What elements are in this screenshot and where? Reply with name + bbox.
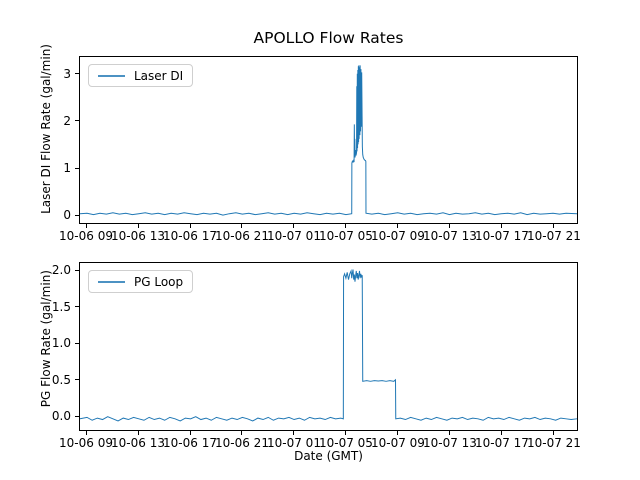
legend-pg-loop: PG Loop <box>88 270 194 293</box>
x-tick-mark <box>137 431 139 435</box>
bottom-subplot-frame: PG Loop <box>79 262 578 431</box>
x-tick-mark <box>85 224 87 228</box>
x-tick-label: 10-07 13 <box>422 436 477 450</box>
x-tick-mark <box>293 431 295 435</box>
y-tick-label: 1.0 <box>51 336 71 351</box>
x-tick-mark <box>553 431 555 435</box>
x-tick-label: 10-06 13 <box>111 229 165 243</box>
chart-title: APOLLO Flow Rates <box>253 29 404 47</box>
legend-laser-di: Laser DI <box>88 64 194 87</box>
y-tick-mark <box>75 214 79 216</box>
x-tick-mark <box>189 224 191 228</box>
y-tick-label: 2 <box>63 113 71 128</box>
x-tick-label: 10-06 21 <box>215 229 269 243</box>
y-tick-label: 0.0 <box>51 409 71 424</box>
y-tick-label: 2.0 <box>51 263 71 278</box>
x-tick-mark <box>397 224 399 228</box>
top-subplot-frame: Laser DI <box>79 56 578 224</box>
x-tick-mark <box>501 224 503 228</box>
x-tick-label: 10-07 17 <box>474 436 529 450</box>
x-tick-label: 10-06 17 <box>163 229 217 243</box>
top-subplot-plot-area <box>80 65 577 216</box>
legend-label: PG Loop <box>134 274 184 289</box>
x-tick-mark <box>293 224 295 228</box>
y-tick-label: 1 <box>63 161 71 175</box>
y-tick-mark <box>75 306 79 308</box>
y-tick-label: 1.5 <box>51 299 71 314</box>
x-tick-label: 10-06 09 <box>59 436 113 450</box>
x-tick-label: 10-07 21 <box>526 229 581 243</box>
x-tick-mark <box>241 431 243 435</box>
x-tick-label: 10-07 17 <box>474 229 529 243</box>
x-tick-mark <box>553 224 555 228</box>
x-tick-label: 10-07 01 <box>267 229 321 243</box>
x-tick-mark <box>345 431 347 435</box>
x-tick-mark <box>449 224 451 228</box>
x-tick-mark <box>397 431 399 435</box>
x-tick-label: 10-07 05 <box>318 436 373 450</box>
y-tick-mark <box>75 120 79 122</box>
x-tick-label: 10-07 09 <box>370 229 425 243</box>
y-tick-mark <box>75 379 79 381</box>
x-tick-label: 10-07 05 <box>318 229 373 243</box>
y-tick-mark <box>75 415 79 417</box>
y-tick-mark <box>75 342 79 344</box>
x-tick-label: 10-07 21 <box>526 436 581 450</box>
x-tick-mark <box>241 224 243 228</box>
x-tick-mark <box>85 431 87 435</box>
y-tick-label: 0 <box>63 208 71 223</box>
y-tick-mark <box>75 269 79 271</box>
y-tick-label: 3 <box>63 66 71 81</box>
x-tick-label: 10-06 17 <box>163 436 217 450</box>
y-tick-label: 0.5 <box>51 372 71 387</box>
legend-line-sample-icon <box>98 74 125 77</box>
x-tick-label: 10-06 09 <box>59 229 113 243</box>
y-tick-mark <box>75 167 79 169</box>
series-line-pg-loop <box>80 268 577 422</box>
x-tick-mark <box>345 224 347 228</box>
x-tick-label: 10-07 01 <box>267 436 321 450</box>
bottom-subplot-plot-area <box>80 268 577 422</box>
x-axis-label: Date (GMT) <box>294 449 363 463</box>
series-line-laser-di <box>80 65 577 216</box>
x-tick-label: 10-06 21 <box>215 436 269 450</box>
x-tick-mark <box>137 224 139 228</box>
x-tick-mark <box>501 431 503 435</box>
legend-line-sample-icon <box>98 280 125 283</box>
legend-label: Laser DI <box>134 68 184 83</box>
x-tick-label: 10-07 09 <box>370 436 425 450</box>
y-tick-mark <box>75 73 79 75</box>
x-tick-mark <box>189 431 191 435</box>
x-tick-label: 10-06 13 <box>111 436 165 450</box>
x-tick-mark <box>449 431 451 435</box>
x-tick-label: 10-07 13 <box>422 229 477 243</box>
